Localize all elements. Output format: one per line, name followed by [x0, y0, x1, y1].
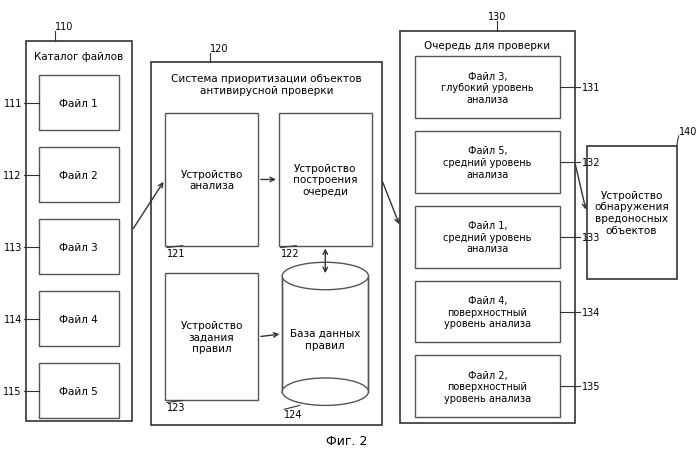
- Text: Файл 5: Файл 5: [59, 386, 98, 396]
- Text: Устройство
построения
очереди: Устройство построения очереди: [293, 163, 358, 197]
- Text: Очередь для проверки: Очередь для проверки: [424, 40, 551, 51]
- Bar: [151, 63, 382, 425]
- Text: Файл 1,
средний уровень
анализа: Файл 1, средний уровень анализа: [443, 221, 532, 254]
- Bar: [38, 148, 119, 202]
- Text: Файл 1: Файл 1: [59, 98, 98, 108]
- Text: Система приоритизации объектов
антивирусной проверки: Система приоритизации объектов антивирус…: [171, 74, 362, 96]
- Text: 122: 122: [281, 248, 299, 258]
- Bar: [415, 207, 560, 268]
- Text: 132: 132: [582, 158, 600, 168]
- Text: Устройство
задания
правил: Устройство задания правил: [180, 320, 243, 354]
- Text: 114: 114: [3, 314, 22, 324]
- Text: 130: 130: [488, 12, 507, 22]
- Text: 134: 134: [582, 307, 600, 317]
- Bar: [415, 57, 560, 119]
- Text: 135: 135: [582, 381, 600, 391]
- Text: Фиг. 2: Фиг. 2: [326, 434, 367, 447]
- Bar: [415, 281, 560, 343]
- Text: Файл 2: Файл 2: [59, 170, 98, 180]
- Bar: [282, 276, 368, 392]
- Text: Устройство
анализа: Устройство анализа: [180, 169, 243, 191]
- Bar: [415, 356, 560, 417]
- Text: Каталог файлов: Каталог файлов: [34, 52, 124, 62]
- Ellipse shape: [282, 378, 368, 405]
- Bar: [165, 114, 258, 246]
- Text: Файл 4: Файл 4: [59, 314, 98, 324]
- Bar: [586, 147, 677, 279]
- Bar: [38, 364, 119, 418]
- Bar: [38, 292, 119, 346]
- Text: 110: 110: [55, 22, 73, 32]
- Text: База данных
правил: База данных правил: [290, 328, 361, 350]
- Text: 113: 113: [3, 242, 22, 252]
- Ellipse shape: [282, 263, 368, 290]
- Bar: [38, 220, 119, 274]
- Bar: [279, 114, 372, 246]
- Text: Файл 3,
глубокий уровень
анализа: Файл 3, глубокий уровень анализа: [441, 71, 534, 105]
- Text: 120: 120: [210, 43, 229, 53]
- Text: Файл 5,
средний уровень
анализа: Файл 5, средний уровень анализа: [443, 146, 532, 179]
- Bar: [415, 132, 560, 193]
- Text: 124: 124: [284, 410, 303, 420]
- Text: Файл 2,
поверхностный
уровень анализа: Файл 2, поверхностный уровень анализа: [444, 370, 531, 403]
- Text: 121: 121: [167, 248, 185, 258]
- Text: 112: 112: [3, 170, 22, 180]
- Bar: [26, 42, 131, 421]
- Text: 140: 140: [679, 126, 697, 136]
- Text: Файл 3: Файл 3: [59, 242, 98, 252]
- Bar: [38, 76, 119, 131]
- Text: 115: 115: [3, 386, 22, 396]
- Text: Устройство
обнаружения
вредоносных
объектов: Устройство обнаружения вредоносных объек…: [594, 191, 669, 235]
- Text: 133: 133: [582, 233, 600, 242]
- Bar: [165, 273, 258, 400]
- Text: 111: 111: [3, 98, 22, 108]
- Text: Файл 4,
поверхностный
уровень анализа: Файл 4, поверхностный уровень анализа: [444, 295, 531, 329]
- Text: 123: 123: [167, 403, 185, 413]
- Text: 131: 131: [582, 83, 600, 93]
- Bar: [401, 32, 575, 423]
